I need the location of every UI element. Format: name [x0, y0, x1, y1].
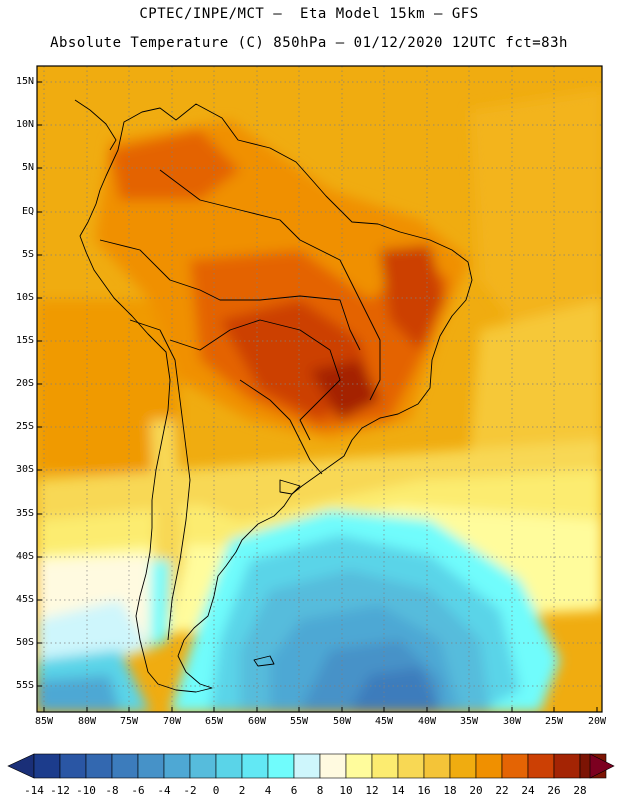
- colorbar-label: 26: [547, 784, 561, 797]
- colorbar-swatch: [397, 753, 425, 779]
- colorbar-swatch: [423, 753, 451, 779]
- colorbar-swatch: [475, 753, 503, 779]
- coastline-outline: [74, 99, 473, 693]
- lat-label: 30S: [15, 464, 34, 475]
- colorbar-label: 18: [443, 784, 457, 797]
- colorbar-label: 2: [238, 784, 246, 797]
- colorbar-label: 6: [290, 784, 298, 797]
- lon-label: 55W: [289, 716, 309, 727]
- colorbar-label: 22: [495, 784, 509, 797]
- colorbar-swatch: [59, 753, 87, 779]
- lon-label: 30W: [502, 716, 522, 727]
- colorbar-swatch: [137, 753, 165, 779]
- colorbar-swatch: [33, 753, 61, 779]
- lon-label: 35W: [459, 716, 479, 727]
- lat-label: 10N: [15, 119, 34, 130]
- colorbar-swatch: [345, 753, 373, 779]
- lat-label: 5N: [21, 162, 34, 173]
- colorbar-swatch: [319, 753, 347, 779]
- lon-label: 70W: [162, 716, 182, 727]
- colorbar-swatch: [501, 753, 529, 779]
- colorbar-label: 20: [469, 784, 483, 797]
- colorbar-swatch: [293, 753, 321, 779]
- colorbar-swatch: [371, 753, 399, 779]
- colorbar-label: 0: [212, 784, 220, 797]
- colorbar-label: -2: [183, 784, 197, 797]
- colorbar-label: -4: [157, 784, 171, 797]
- colorbar-swatch: [241, 753, 269, 779]
- lat-label: 35S: [15, 508, 34, 519]
- colorbar-label: 4: [264, 784, 272, 797]
- lon-label: 20W: [587, 716, 607, 727]
- axis-ticks: [37, 81, 598, 712]
- lon-label: 75W: [119, 716, 139, 727]
- lon-label: 65W: [204, 716, 224, 727]
- colorbar-label: 14: [391, 784, 405, 797]
- temperature-field: [37, 66, 602, 712]
- colorbar-label: -12: [50, 784, 70, 797]
- colorbar-over-arrow: [589, 753, 615, 779]
- colorbar-label: 24: [521, 784, 535, 797]
- lat-label: 45S: [15, 594, 34, 605]
- colorbar-swatch: [267, 753, 295, 779]
- chart-title-line1: CPTEC/INPE/MCT – Eta Model 15km – GFS: [139, 6, 479, 22]
- lat-label: 10S: [15, 292, 34, 303]
- lat-label: 15N: [15, 76, 34, 87]
- colorbar-swatch: [111, 753, 139, 779]
- colorbar-swatch: [553, 753, 581, 779]
- lat-label: EQ: [21, 206, 34, 217]
- colorbar-swatch: [189, 753, 217, 779]
- colorbar-under-arrow: [7, 753, 35, 779]
- lon-label: 50W: [332, 716, 352, 727]
- colorbar-label: 16: [417, 784, 431, 797]
- lat-label: 40S: [15, 551, 34, 562]
- lat-label: 20S: [15, 378, 34, 389]
- lon-label: 45W: [374, 716, 394, 727]
- colorbar: [7, 753, 615, 779]
- colorbar-swatch: [163, 753, 191, 779]
- colorbar-label: -6: [131, 784, 145, 797]
- colorbar-label: 10: [339, 784, 353, 797]
- colorbar-swatch: [215, 753, 243, 779]
- colorbar-swatch: [449, 753, 477, 779]
- lat-label: 50S: [15, 637, 34, 648]
- lon-label: 85W: [34, 716, 54, 727]
- lat-label: 25S: [15, 421, 34, 432]
- lat-label: 5S: [21, 249, 34, 260]
- lat-label: 15S: [15, 335, 34, 346]
- lon-label: 25W: [544, 716, 564, 727]
- lat-label: 55S: [15, 680, 34, 691]
- lon-label: 80W: [77, 716, 97, 727]
- colorbar-label: 28: [573, 784, 587, 797]
- colorbar-label: -8: [105, 784, 119, 797]
- colorbar-label: -10: [76, 784, 96, 797]
- colorbar-label: -14: [24, 784, 44, 797]
- lon-label: 60W: [247, 716, 267, 727]
- map-frame: [36, 65, 603, 713]
- colorbar-label: 8: [316, 784, 324, 797]
- colorbar-swatch: [85, 753, 113, 779]
- colorbar-swatch: [527, 753, 555, 779]
- chart-title-line2: Absolute Temperature (C) 850hPa – 01/12/…: [50, 35, 568, 51]
- colorbar-label: 12: [365, 784, 379, 797]
- colorbar-boxes: [33, 753, 607, 779]
- lon-label: 40W: [417, 716, 437, 727]
